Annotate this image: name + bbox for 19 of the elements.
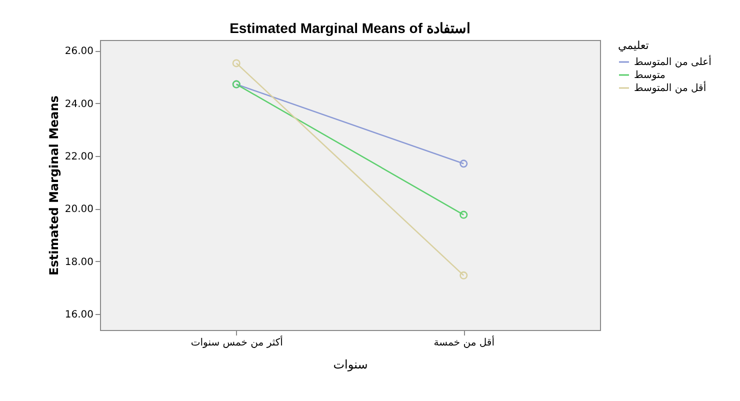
chart-title: Estimated Marginal Means of استفادة <box>230 20 470 36</box>
legend-label: أعلى من المتوسط <box>634 55 712 68</box>
x-axis-title: سنوات <box>333 358 368 372</box>
y-axis-title: Estimated Marginal Means <box>46 96 61 276</box>
y-tick-label: 16.00 <box>64 310 94 321</box>
y-tick-label: 24.00 <box>64 98 94 110</box>
point <box>460 160 468 168</box>
x-tick-label: أقل من خمسة <box>434 336 495 348</box>
point <box>232 59 240 68</box>
y-tick-label: 22.00 <box>64 152 94 162</box>
legend-label: أقل من المتوسط <box>634 81 706 94</box>
x-tick-label: أكثر من خمس سنوات <box>190 336 284 348</box>
legend-label: متوسط <box>634 70 666 81</box>
point <box>460 210 468 219</box>
point <box>460 271 468 280</box>
y-tick-label: 18.00 <box>64 256 94 268</box>
y-tick-label: 20.00 <box>64 204 94 216</box>
legend-title: تعليمي <box>618 39 649 52</box>
y-tick-label: 26.00 <box>64 46 94 58</box>
